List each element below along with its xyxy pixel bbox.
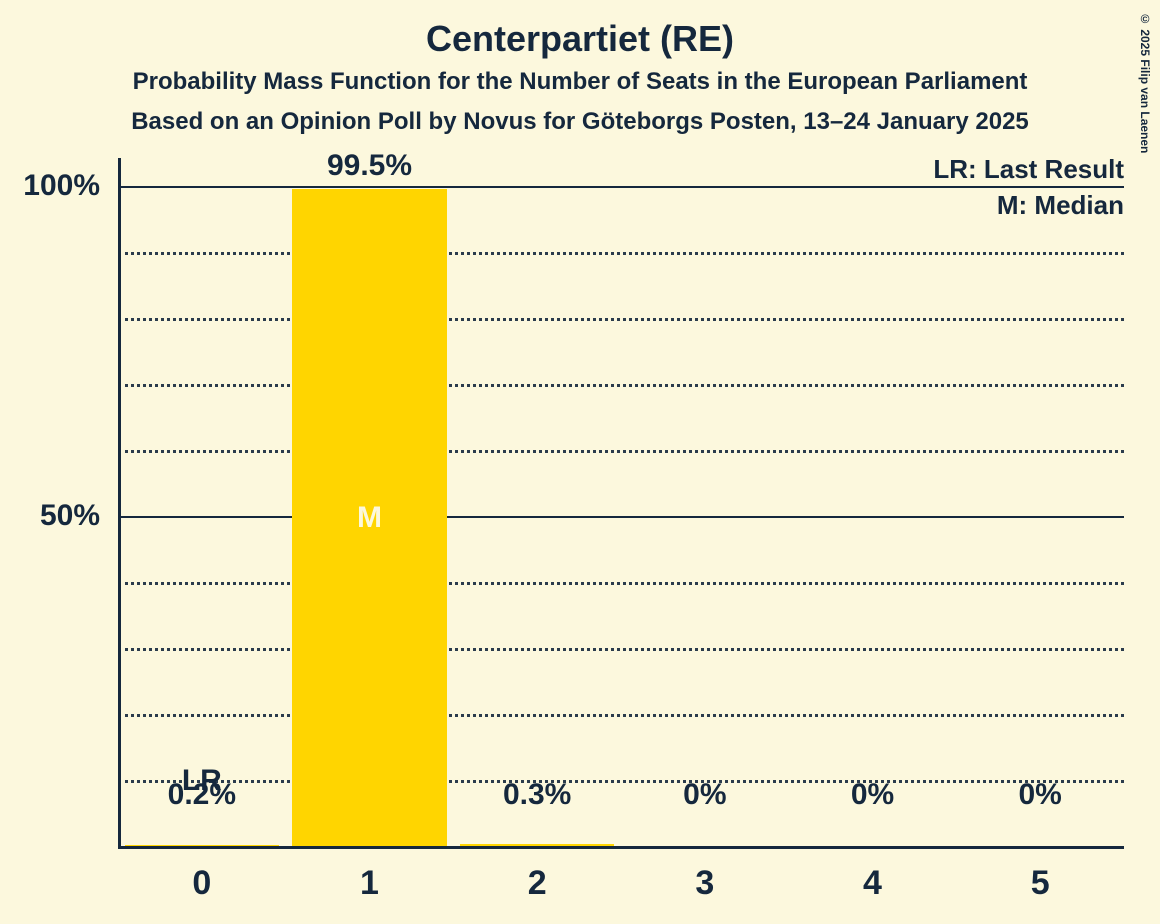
bar-value-label: 0.3% — [503, 778, 571, 812]
bar-value-label: 0% — [851, 778, 894, 812]
grid-minor — [118, 450, 1124, 453]
grid-minor — [118, 252, 1124, 255]
grid-minor — [118, 318, 1124, 321]
bar-value-label: 99.5% — [327, 149, 412, 183]
copyright-text: © 2025 Filip van Laenen — [1138, 12, 1152, 153]
grid-minor — [118, 582, 1124, 585]
chart-plot-area: 50%100%0.2%0LR99.5%1M0.3%20%30%40%5LR: L… — [118, 186, 1124, 846]
x-tick-label: 0 — [192, 846, 211, 903]
x-tick-label: 4 — [863, 846, 882, 903]
grid-major — [118, 186, 1124, 188]
x-tick-label: 2 — [528, 846, 547, 903]
bar-value-label: 0% — [683, 778, 726, 812]
x-tick-label: 1 — [360, 846, 379, 903]
median-marker: M — [357, 501, 382, 535]
grid-minor — [118, 384, 1124, 387]
y-axis — [118, 158, 121, 846]
y-tick-label: 100% — [23, 169, 118, 203]
x-axis — [118, 846, 1124, 849]
chart-title: Centerpartiet (RE) — [0, 18, 1160, 60]
legend-median: M: Median — [997, 190, 1124, 221]
legend-lr: LR: Last Result — [933, 154, 1124, 185]
chart-subtitle-1: Probability Mass Function for the Number… — [0, 68, 1160, 96]
lr-annotation: LR — [182, 764, 222, 798]
grid-major — [118, 516, 1124, 518]
chart-subtitle-2: Based on an Opinion Poll by Novus for Gö… — [0, 108, 1160, 136]
grid-minor — [118, 714, 1124, 717]
x-tick-label: 5 — [1031, 846, 1050, 903]
grid-minor — [118, 780, 1124, 783]
grid-minor — [118, 648, 1124, 651]
bar-value-label: 0% — [1018, 778, 1061, 812]
y-tick-label: 50% — [40, 499, 118, 533]
x-tick-label: 3 — [695, 846, 714, 903]
